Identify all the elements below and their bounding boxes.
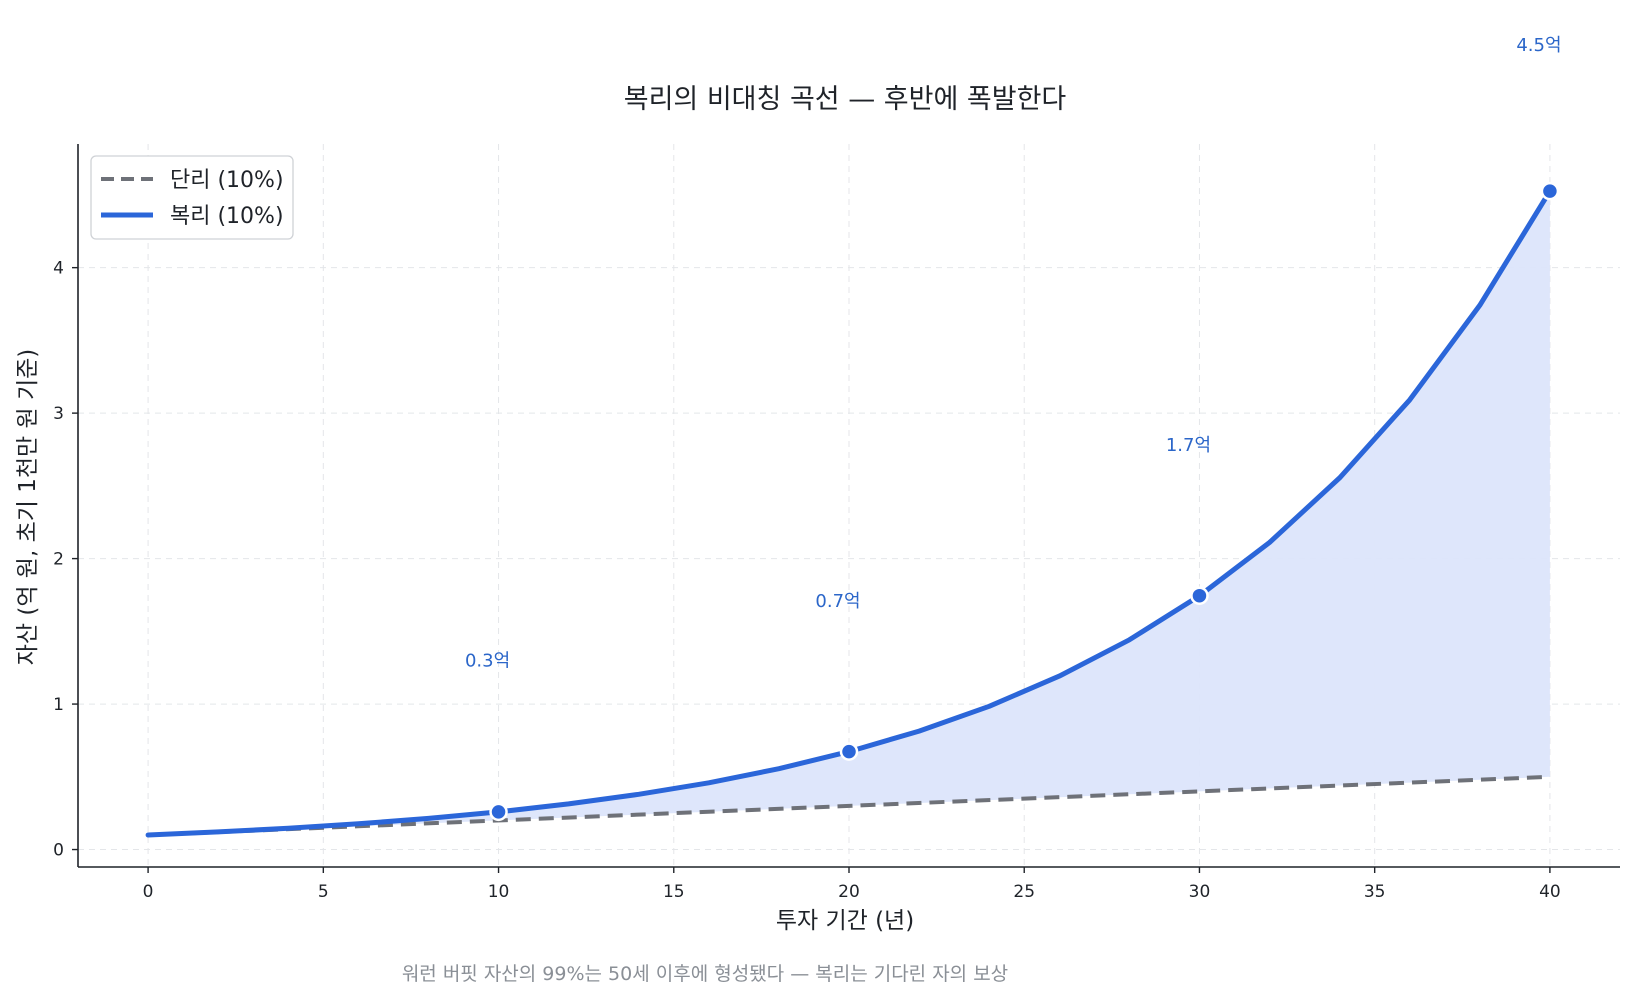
x-tick-label: 40 — [1539, 882, 1561, 902]
data-point-marker — [1542, 183, 1558, 199]
y-tick-label: 0 — [53, 841, 64, 861]
x-tick-label: 20 — [838, 882, 860, 902]
chart-caption: 워런 버핏 자산의 99%는 50세 이후에 형성됐다 — 복리는 기다린 자의… — [402, 963, 1008, 985]
y-tick-label: 4 — [53, 259, 64, 279]
x-axis-label: 투자 기간 (년) — [776, 908, 914, 934]
y-axis-label: 자산 (억 원, 초기 1천만 원 기준) — [15, 349, 41, 666]
x-tick-label: 5 — [318, 882, 329, 902]
y-ticks: 0 1 2 3 4 — [53, 259, 78, 861]
data-point-label: 0.7억 — [815, 591, 860, 612]
x-tick-label: 15 — [663, 882, 685, 902]
y-tick-label: 1 — [53, 695, 64, 715]
data-point-marker — [491, 804, 507, 820]
y-tick-label: 2 — [53, 550, 64, 570]
chart-title: 복리의 비대칭 곡선 — 후반에 폭발한다 — [624, 84, 1067, 115]
data-point-label: 1.7억 — [1166, 435, 1211, 456]
x-tick-label: 30 — [1189, 882, 1211, 902]
legend-label-simple: 단리 (10%) — [170, 168, 284, 193]
y-tick-label: 3 — [53, 404, 64, 424]
x-tick-label: 25 — [1013, 882, 1035, 902]
data-point-marker — [1191, 588, 1207, 604]
x-ticks: 0 5 10 15 20 25 30 35 40 — [143, 867, 1561, 902]
data-point-label: 0.3억 — [465, 650, 510, 671]
x-tick-label: 35 — [1364, 882, 1386, 902]
data-point-label: 4.5억 — [1516, 35, 1561, 56]
legend: 단리 (10%) 복리 (10%) — [91, 156, 293, 239]
x-tick-label: 10 — [488, 882, 510, 902]
x-tick-label: 0 — [143, 882, 154, 902]
data-point-marker — [841, 744, 857, 760]
legend-label-compound: 복리 (10%) — [170, 204, 284, 229]
